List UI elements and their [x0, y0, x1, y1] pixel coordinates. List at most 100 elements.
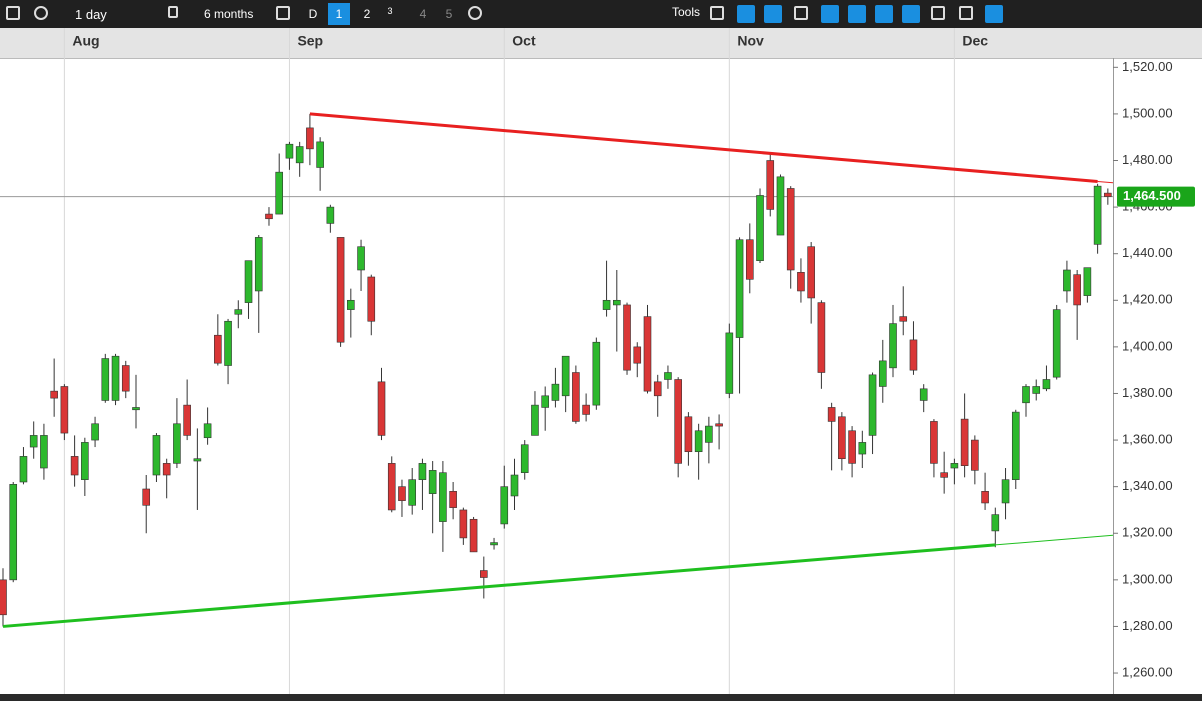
candle-body	[510, 474, 519, 497]
candle-body	[561, 355, 570, 397]
candle-body	[541, 395, 549, 408]
candle-body	[889, 323, 897, 369]
tool-icon[interactable]	[794, 6, 808, 20]
trend-line	[2, 543, 996, 628]
candle-body	[265, 213, 273, 220]
y-tick-label: 1,320.00	[1122, 525, 1173, 540]
candle-body	[653, 381, 662, 397]
candle-body	[19, 456, 28, 483]
candle-body	[1063, 269, 1071, 292]
y-tick-label: 1,440.00	[1122, 245, 1173, 260]
candle-body	[827, 407, 836, 422]
y-tick-label: 1,520.00	[1122, 59, 1173, 74]
candle-body	[643, 316, 652, 392]
candle-body	[623, 304, 631, 371]
candle-body	[295, 146, 304, 164]
candle-body	[439, 472, 447, 522]
y-tick-label: 1,340.00	[1122, 478, 1173, 493]
calendar-icon[interactable]	[276, 6, 290, 20]
chart: Aug Sep Oct Nov Dec 1,260.00 1,280.00 1,300.00 1…	[0, 28, 1202, 701]
candle-body	[336, 237, 345, 343]
tool-icon[interactable]	[764, 5, 782, 23]
candle-body	[582, 404, 590, 415]
candle-body	[664, 372, 672, 380]
tool-icon[interactable]	[737, 5, 755, 23]
candle-body	[459, 509, 468, 539]
candle-body	[694, 430, 703, 453]
candle-body	[766, 160, 775, 210]
page-button[interactable]: 2	[363, 7, 371, 21]
y-tick-label: 1,420.00	[1122, 292, 1173, 307]
candle-body	[592, 341, 601, 406]
page-button[interactable]: 4	[419, 7, 427, 21]
candle-body	[1042, 379, 1051, 390]
x-tick-label: Oct	[512, 33, 536, 49]
candle-body	[398, 486, 406, 501]
candle-body	[326, 206, 335, 224]
candle-body	[531, 404, 539, 436]
candle-body	[520, 444, 529, 473]
candle-body	[725, 332, 734, 394]
interval[interactable]: 1 day	[75, 7, 107, 22]
lock-icon[interactable]	[168, 6, 178, 18]
candle-body	[858, 442, 867, 455]
candle-body	[81, 442, 89, 480]
candle-body	[1022, 386, 1030, 404]
candle-body	[786, 188, 795, 271]
candle-body	[70, 456, 79, 476]
settings-icon[interactable]	[468, 6, 482, 20]
mode-button[interactable]: D	[308, 7, 318, 21]
candle-body	[674, 379, 682, 464]
candle-body	[960, 418, 969, 466]
settings-icon[interactable]	[34, 6, 48, 20]
candle-body	[1073, 274, 1081, 306]
tool-icon[interactable]	[821, 5, 839, 23]
candle-body	[50, 390, 58, 399]
y-tick-label: 1,280.00	[1122, 618, 1173, 633]
candle-body	[275, 171, 284, 215]
y-tick-label: 1,480.00	[1122, 152, 1173, 167]
x-tick-label: Nov	[737, 33, 764, 49]
trend-line	[309, 112, 1098, 183]
page-button[interactable]: 5	[445, 7, 453, 21]
candle-body	[449, 491, 457, 508]
page-button[interactable]: 3	[387, 6, 393, 16]
candle-body	[408, 479, 417, 506]
tool-icon[interactable]	[848, 5, 866, 23]
candle-body	[1083, 267, 1092, 296]
tool-icon[interactable]	[931, 6, 945, 20]
candle-body	[377, 381, 386, 436]
candle-body	[132, 407, 140, 411]
candle-body	[848, 430, 856, 464]
y-tick-label: 1,360.00	[1122, 432, 1173, 447]
candle-body	[152, 435, 161, 476]
candle-body	[715, 423, 723, 427]
candle-body	[418, 463, 427, 480]
candle-body	[40, 435, 48, 469]
y-tick-label: 1,500.00	[1122, 105, 1173, 120]
candle-body	[868, 374, 877, 436]
candle-body	[357, 246, 365, 271]
tool-icon[interactable]	[875, 5, 893, 23]
candle-body	[735, 239, 744, 338]
toolbar: 1 day 6 months D 1 2 3 4 5 Tools	[0, 0, 1202, 28]
candle-body	[306, 127, 314, 150]
menu-icon[interactable]	[6, 6, 20, 20]
candle-body	[224, 320, 232, 366]
candle-body	[878, 360, 887, 387]
page-button[interactable]: 1	[328, 3, 350, 25]
candle-body	[684, 416, 693, 453]
candle-body	[981, 491, 989, 504]
tool-icon[interactable]	[985, 5, 1003, 23]
tool-icon[interactable]	[710, 6, 724, 20]
range[interactable]: 6 months	[204, 7, 254, 21]
print-icon[interactable]	[959, 6, 973, 20]
candle-body	[817, 302, 826, 373]
last-price-label: 1,464.500	[1123, 188, 1181, 203]
trend-extension	[1097, 180, 1114, 184]
candle-body	[971, 439, 979, 471]
candle-body	[367, 276, 376, 322]
candle-body	[838, 416, 846, 460]
tool-icon[interactable]	[902, 5, 920, 23]
